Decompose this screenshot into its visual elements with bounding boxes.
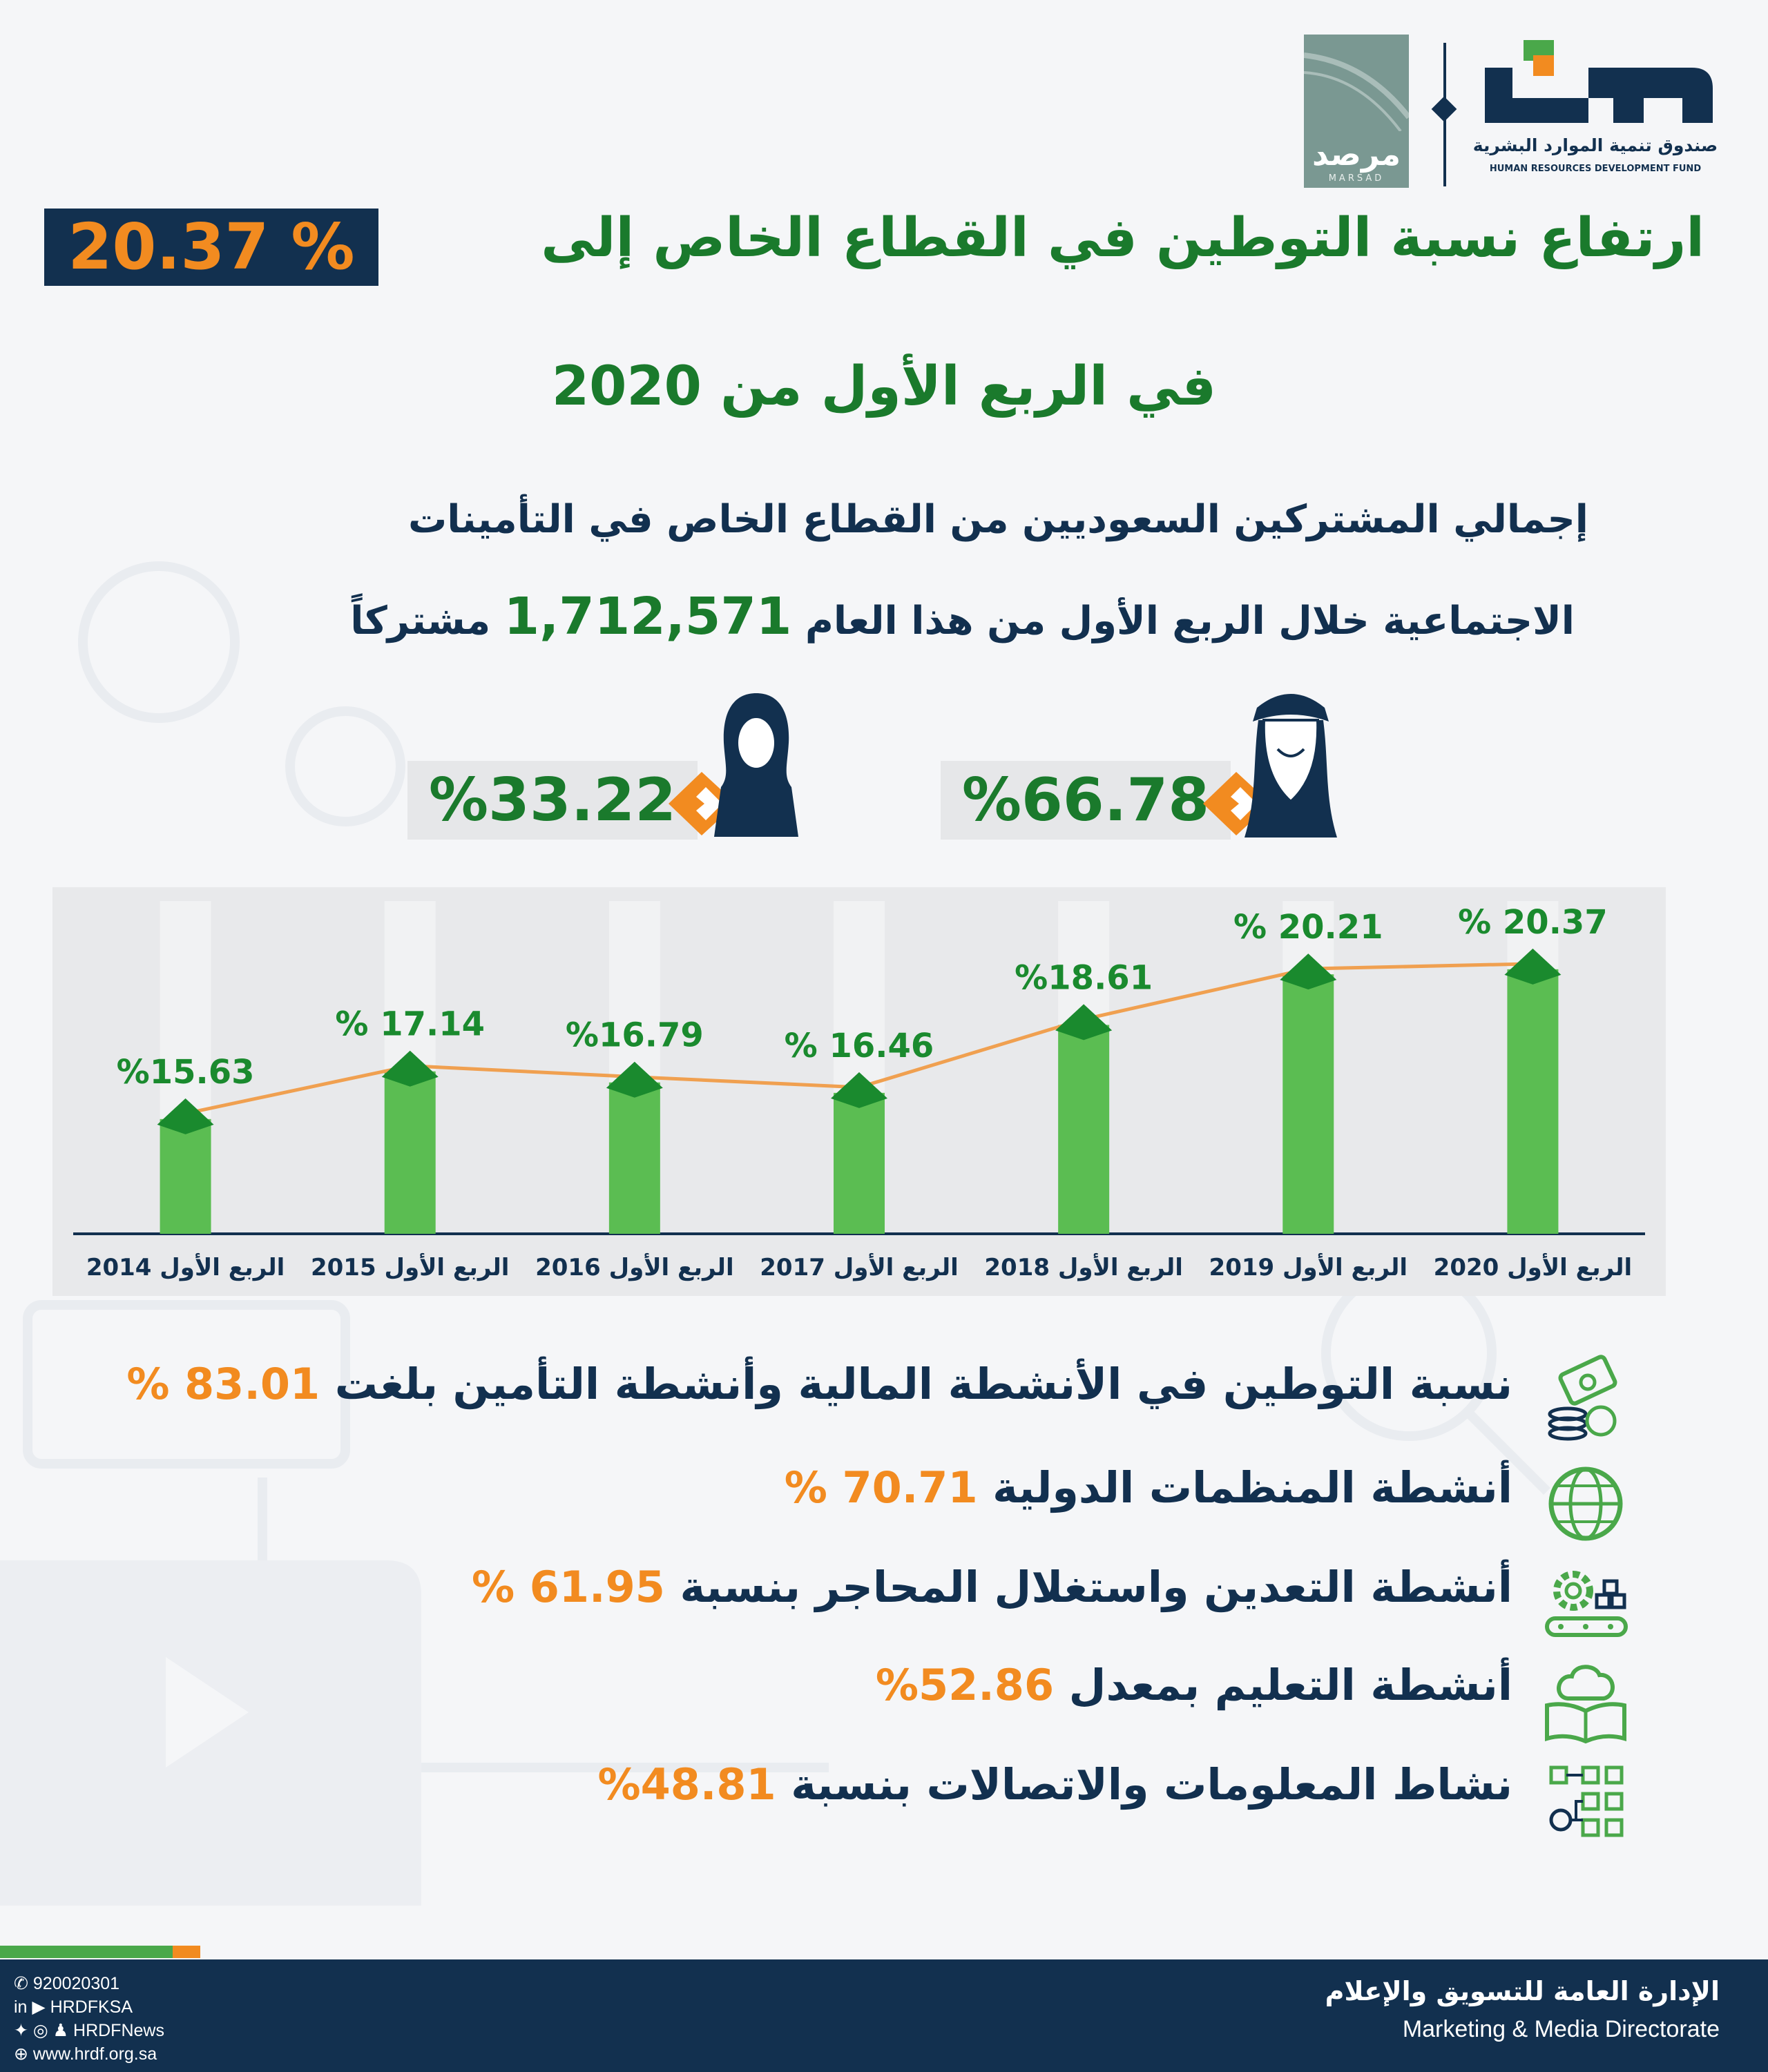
social-handle-2: HRDFNews [73, 2021, 164, 2040]
value-label-6: % 20.21 [1233, 908, 1383, 947]
bar-cap-markers [157, 948, 1562, 1134]
hrdf-name-ar: صندوق تنمية الموارد البشرية [1472, 135, 1718, 155]
male-stat-box: %66.78 [941, 761, 1231, 840]
title-highlight-value: 20.37 % [44, 209, 378, 286]
activity-value: 48.81% [597, 1759, 776, 1810]
activity-value: 52.86% [875, 1660, 1055, 1710]
footer-social-1[interactable]: in ▶ HRDFKSA [14, 1997, 133, 2017]
value-label-7: % 20.37 [1458, 903, 1608, 942]
footer-phone[interactable]: ✆ 920020301 [14, 1973, 119, 1994]
category-labels: الربع الأول 2014 الربع الأول 2015 الربع ال… [86, 1252, 1632, 1281]
activity-item-1: نسبة التوطين في الأنشطة المالية وأنشطة ا… [126, 1359, 1512, 1409]
subtitle-text-after: مشتركاً [350, 599, 491, 643]
activity-text: نسبة التوطين في الأنشطة المالية وأنشطة ا… [320, 1359, 1512, 1409]
activity-value: 83.01 % [126, 1359, 320, 1409]
category-label-4: الربع الأول 2017 [760, 1252, 958, 1281]
category-label-2: الربع الأول 2015 [311, 1252, 509, 1281]
activity-value: 70.71 % [784, 1462, 978, 1513]
marsad-logo: مرصد MARSAD [1304, 35, 1409, 188]
bar-4 [834, 1092, 885, 1234]
bar-cap-3 [606, 1061, 663, 1098]
brain-book-icon [1545, 1665, 1626, 1744]
money-coins-icon [1548, 1355, 1617, 1441]
category-label-6: الربع الأول 2019 [1209, 1252, 1407, 1281]
phone-icon: ✆ [14, 1974, 33, 1993]
bar-1 [160, 1119, 211, 1234]
bar-3 [608, 1082, 660, 1234]
activity-item-4: أنشطة التعليم بمعدل 52.86% [876, 1660, 1512, 1710]
directorate-name-en: Marketing & Media Directorate [1402, 2016, 1720, 2042]
activity-item-2: أنشطة المنظمات الدولية 70.71 % [785, 1462, 1512, 1513]
category-label-7: الربع الأول 2020 [1434, 1252, 1632, 1281]
title-line-2: في الربع الأول من 2020 [551, 356, 1217, 418]
male-figure-icon [1245, 694, 1337, 837]
value-label-5: %18.61 [1015, 958, 1153, 997]
footer-website[interactable]: ⊕ www.hrdf.org.sa [14, 2044, 157, 2064]
activity-text: نشاط المعلومات والاتصالات بنسبة [776, 1759, 1512, 1810]
footer-stripe-orange [173, 1946, 200, 1958]
activity-value: 61.95 % [472, 1562, 665, 1612]
marsad-logo-en: MARSAD [1328, 173, 1385, 184]
subtitle-line-2: الاجتماعية خلال الربع الأول من هذا العام… [350, 587, 1575, 646]
subtitle-line-1: إجمالي المشتركين السعوديين من القطاع الخ… [408, 497, 1588, 542]
male-percentage: %66.78 [961, 766, 1210, 835]
subscriber-count: 1,712,571 [503, 587, 792, 646]
value-labels: %15.63 % 17.14 %16.79 % 16.46 %18.61 % 20.21%… [117, 903, 1608, 1092]
bar-cap-6 [1280, 953, 1337, 990]
linkedin-youtube-icon: in ▶ [14, 1997, 50, 2017]
web-icon: ⊕ [14, 2044, 33, 2064]
category-label-3: الربع الأول 2016 [535, 1252, 733, 1281]
network-diagram-icon [1549, 1765, 1624, 1837]
directorate-name-ar: الإدارة العامة للتسويق والإعلام [1325, 1976, 1720, 2006]
chart-bars [160, 969, 1559, 1234]
twitter-instagram-snapchat-icon: ✦ ◎ ♟ [14, 2021, 74, 2040]
female-percentage: %33.22 [428, 766, 677, 835]
value-label-1: %15.63 [117, 1053, 255, 1092]
male-pointer-arrow [1203, 772, 1271, 835]
female-figure-icon [714, 693, 798, 837]
gear-conveyor-icon [1545, 1571, 1628, 1637]
title-line-1: ارتفاع نسبة التوطين في القطاع الخاص إلى [541, 207, 1704, 269]
bar-5 [1058, 1025, 1110, 1234]
localization-trend-chart: %15.63 % 17.14 %16.79 % 16.46 %18.61 % 20.21%… [73, 901, 1645, 1281]
category-label-1: الربع الأول 2014 [86, 1252, 285, 1281]
activity-text: أنشطة المنظمات الدولية [977, 1462, 1512, 1513]
bar-2 [384, 1071, 436, 1234]
globe-icon [1548, 1466, 1623, 1541]
bar-cap-4 [831, 1072, 887, 1108]
footer-social-2[interactable]: ✦ ◎ ♟ HRDFNews [14, 2020, 164, 2041]
bar-cap-1 [157, 1098, 214, 1134]
subtitle-text-before: الاجتماعية خلال الربع الأول من هذا العام [805, 599, 1575, 643]
footer-bar [0, 1959, 1768, 2072]
marsad-logo-mark [1304, 52, 1409, 131]
marsad-logo-ar: مرصد [1311, 135, 1401, 173]
hrdf-logo-mark [1485, 40, 1713, 123]
phone-number: 920020301 [32, 1974, 120, 1993]
bar-6 [1282, 974, 1334, 1234]
category-label-5: الربع الأول 2018 [984, 1252, 1182, 1281]
hrdf-name-en: HUMAN RESOURCES DEVELOPMENT FUND [1489, 164, 1702, 174]
activity-item-3: أنشطة التعدين واستغلال المحاجر بنسبة 61.… [472, 1562, 1512, 1612]
bar-cap-5 [1055, 1004, 1113, 1040]
female-stat-box: %33.22 [407, 761, 698, 840]
female-pointer-arrow [669, 772, 736, 835]
activity-text: أنشطة التعدين واستغلال المحاجر بنسبة [664, 1562, 1512, 1612]
bar-7 [1507, 969, 1559, 1234]
footer-stripe-green [0, 1946, 173, 1958]
value-label-3: %16.79 [566, 1016, 704, 1055]
activity-item-5: نشاط المعلومات والاتصالات بنسبة 48.81% [597, 1759, 1512, 1810]
activity-text: أنشطة التعليم بمعدل [1054, 1660, 1512, 1710]
bar-cap-7 [1504, 948, 1562, 985]
value-label-2: % 17.14 [335, 1005, 485, 1044]
website-url: www.hrdf.org.sa [32, 2044, 157, 2064]
value-label-4: % 16.46 [785, 1027, 934, 1065]
social-handle-1: HRDFKSA [50, 1997, 133, 2017]
bar-cap-2 [381, 1050, 439, 1087]
